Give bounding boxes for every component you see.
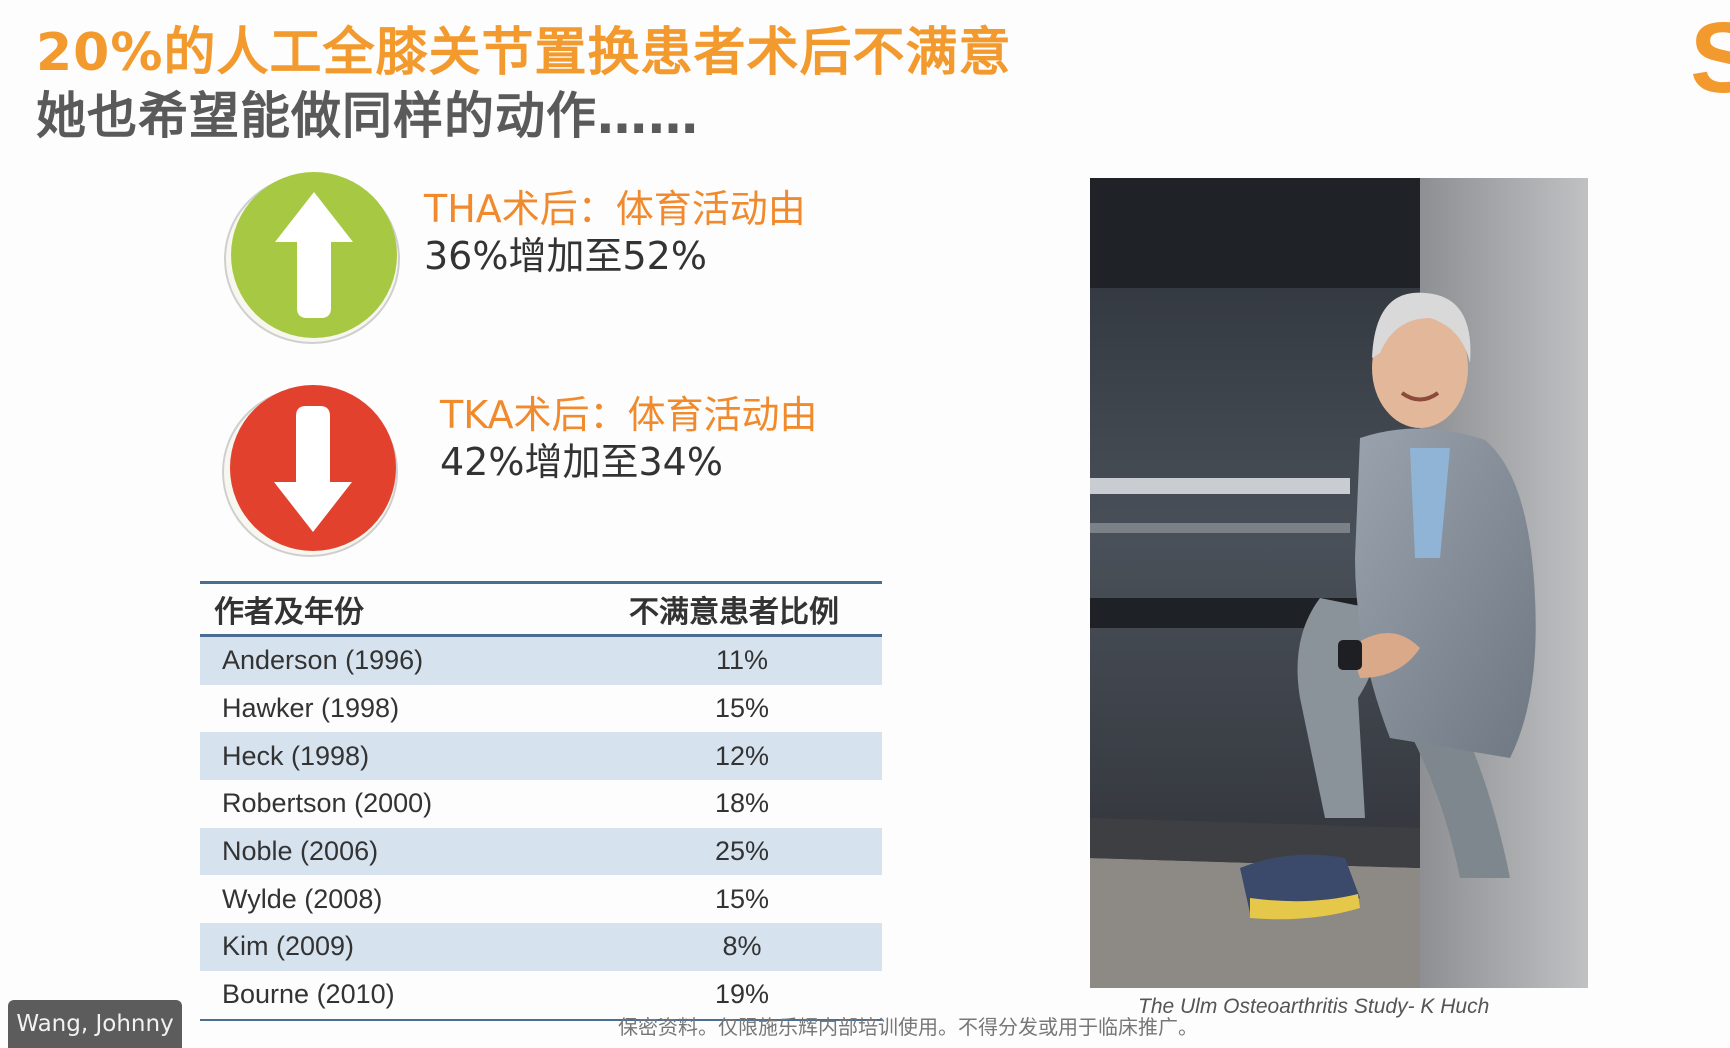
table-bottom-rule bbox=[200, 1018, 882, 1021]
row-author: Bourne (2010) bbox=[222, 979, 395, 1010]
row-ratio: 8% bbox=[722, 931, 762, 962]
row-ratio: 25% bbox=[714, 836, 770, 867]
row-ratio: 19% bbox=[714, 979, 770, 1010]
row-author: Heck (1998) bbox=[222, 740, 370, 771]
table-header: 作者及年份 不满意患者比例 bbox=[200, 584, 882, 637]
dissatisfaction-table: 作者及年份 不满意患者比例 Anderson (1996) 11% Hawker… bbox=[200, 581, 882, 1021]
photo-citation: The Ulm Osteoarthritis Study- K Huch bbox=[1138, 995, 1490, 1018]
table-row: Wylde (2008) 15% bbox=[200, 875, 882, 923]
row-ratio: 11% bbox=[715, 645, 769, 676]
tka-label: TKA术后：体育活动由 bbox=[440, 393, 818, 437]
row-author: Robertson (2000) bbox=[222, 788, 433, 819]
row-ratio: 15% bbox=[714, 883, 770, 914]
arrow-up-icon bbox=[222, 168, 402, 346]
row-ratio: 18% bbox=[714, 788, 770, 819]
table-row: Kim (2009) 8% bbox=[200, 923, 882, 971]
row-ratio: 15% bbox=[714, 693, 770, 724]
table-row: Bourne (2010) 19% bbox=[200, 971, 882, 1019]
table-top-rule bbox=[200, 581, 882, 584]
row-author: Wylde (2008) bbox=[222, 883, 383, 914]
slide-subtitle: 她也希望能做同样的动作…… bbox=[36, 87, 699, 145]
arrow-down-icon bbox=[222, 382, 402, 558]
table-row: Noble (2006) 25% bbox=[200, 827, 882, 876]
row-author: Anderson (1996) bbox=[222, 645, 424, 676]
tha-label: THA术后：体育活动由 bbox=[424, 187, 806, 231]
row-author: Noble (2006) bbox=[222, 836, 379, 867]
row-ratio: 12% bbox=[714, 740, 770, 771]
participant-name-tag: Wang, Johnny bbox=[8, 1000, 182, 1048]
table-row: Heck (1998) 12% bbox=[200, 732, 882, 781]
woman-stretching-photo bbox=[1090, 178, 1588, 988]
tka-value: 42%增加至34% bbox=[440, 440, 723, 484]
confidential-footer: 保密资料。仅限施乐辉内部培训使用。不得分发或用于临床推广。 bbox=[618, 1015, 1198, 1039]
row-author: Hawker (1998) bbox=[222, 693, 400, 724]
slide-title: 20%的人工全膝关节置换患者术后不满意 bbox=[36, 23, 1012, 83]
cropped-corner-letter: S bbox=[1690, 8, 1730, 108]
table-row: Anderson (1996) 11% bbox=[200, 637, 882, 685]
header-dissatisfied-ratio: 不满意患者比例 bbox=[629, 595, 839, 630]
table-row: Robertson (2000) 18% bbox=[200, 780, 882, 828]
tha-activity-stat: THA术后：体育活动由 36%增加至52% bbox=[424, 186, 806, 280]
header-author-year: 作者及年份 bbox=[214, 595, 364, 630]
tha-value: 36%增加至52% bbox=[424, 234, 707, 278]
table-row: Hawker (1998) 15% bbox=[200, 685, 882, 733]
row-author: Kim (2009) bbox=[222, 931, 355, 962]
tka-activity-stat: TKA术后：体育活动由 42%增加至34% bbox=[440, 392, 817, 486]
